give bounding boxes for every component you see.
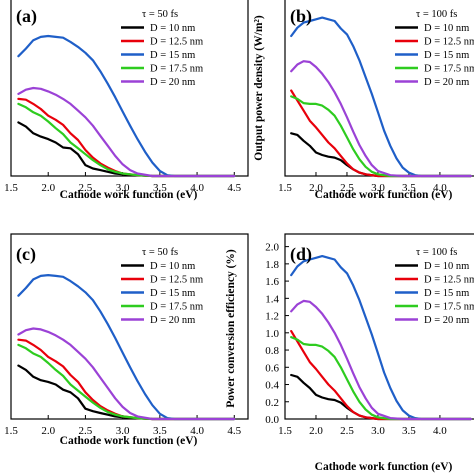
x-tick-label: 4.0 [433, 425, 447, 437]
legend-entry: D = 20 nm [150, 77, 195, 88]
legend-entry: D = 15 nm [150, 50, 195, 61]
y-tick-label: 0.2 [265, 397, 279, 409]
y-tick-label: 1.0 [265, 328, 279, 340]
legend-entry: D = 17.5 nm [150, 302, 203, 313]
legend-entry: D = 20 nm [150, 315, 195, 326]
legend-title: τ = 100 fs [416, 247, 457, 258]
x-tick-label: 3.5 [153, 425, 167, 437]
series-line [17, 86, 236, 178]
x-tick-label: 3.5 [153, 182, 167, 194]
y-tick-label: 0.6 [265, 362, 279, 374]
panel-label: (d) [290, 244, 312, 265]
legend-entry: D = 15 nm [150, 288, 195, 299]
plot-frame [10, 0, 249, 177]
legend-entry: D = 15 nm [424, 288, 469, 299]
y-tick-label: 0.0 [265, 414, 279, 426]
series-line [290, 299, 472, 421]
x-tick-label: 2.0 [309, 425, 323, 437]
x-tick-label: 1.5 [4, 182, 18, 194]
legend-entry: D = 17.5 nm [424, 302, 474, 313]
chart-panel-d: 1.5 2.0 2.5 3.0 3.5 4.0 0.0 0.2 0.4 0.6 0.8 1.0 1.2 1… [225, 233, 474, 473]
legend-title: τ = 50 fs [142, 247, 178, 258]
x-tick-label: 4.0 [190, 182, 204, 194]
series-line [290, 95, 472, 178]
panel-label: (b) [290, 6, 312, 27]
y-tick-label: 1.2 [265, 311, 279, 323]
y-tick-label: 1.8 [265, 259, 279, 271]
series-line [17, 97, 236, 178]
x-tick-label: 3.0 [371, 425, 385, 437]
x-tick-label: 4.0 [433, 182, 447, 194]
series-line [290, 60, 472, 178]
x-tick-label: 3.5 [402, 425, 416, 437]
x-tick-label: 3.5 [402, 182, 416, 194]
y-tick-label: 1.6 [265, 276, 279, 288]
x-tick-label: 4.0 [190, 425, 204, 437]
legend-entry: D = 17.5 nm [424, 64, 474, 75]
x-tick-label: 2.5 [340, 182, 354, 194]
x-tick-label: 4.5 [227, 182, 241, 194]
x-tick-label: 2.0 [41, 182, 55, 194]
series-line [290, 89, 472, 178]
x-axis-label: Cathode work function (eV) [315, 461, 453, 473]
x-axis-label: Cathode work function (eV) [60, 189, 198, 201]
y-axis-label: Output power density (W/m²) [253, 15, 265, 161]
legend-entry: D = 10 nm [424, 23, 469, 34]
y-tick-label: 2.0 [265, 242, 279, 254]
plot-frame [10, 233, 249, 420]
series-line [17, 274, 236, 421]
legend-entry: D = 15 nm [424, 50, 469, 61]
series-line [290, 132, 472, 178]
x-tick-label: 2.5 [79, 182, 93, 194]
legend-entry: D = 12.5 nm [150, 275, 203, 286]
y-tick-label: 1.4 [265, 293, 279, 305]
x-tick-label: 3.0 [116, 425, 130, 437]
legend-entry: D = 10 nm [150, 261, 195, 272]
legend-entry: D = 20 nm [424, 315, 469, 326]
panel-label: (c) [16, 244, 36, 265]
legend-entry: D = 20 nm [424, 77, 469, 88]
legend-entry: D = 10 nm [424, 261, 469, 272]
y-tick-label: 0.4 [265, 380, 279, 392]
x-tick-label: 2.0 [309, 182, 323, 194]
x-axis-label: Cathode work function (eV) [315, 189, 453, 201]
x-tick-label: 1.5 [278, 425, 292, 437]
x-axis-label: Cathode work function (eV) [60, 435, 198, 447]
y-axis-label: Power conversion efficiency (%) [225, 249, 237, 408]
x-tick-label: 2.0 [41, 425, 55, 437]
legend-entry: D = 12.5 nm [424, 275, 474, 286]
panel-label: (a) [16, 6, 37, 27]
x-tick-label: 2.5 [79, 425, 93, 437]
series-line [290, 330, 472, 421]
legend-entry: D = 10 nm [150, 23, 195, 34]
chart-panel-a: 1.5 2.0 2.5 3.0 3.5 4.0 4.5 Cathode work functi… [4, 0, 249, 201]
series-line [17, 327, 236, 421]
legend-title: τ = 100 fs [416, 9, 457, 20]
x-tick-label: 1.5 [4, 425, 18, 437]
x-tick-label: 3.0 [116, 182, 130, 194]
x-tick-label: 4.5 [227, 425, 241, 437]
series-line [290, 373, 472, 421]
legend-entry: D = 17.5 nm [150, 64, 203, 75]
x-tick-label: 3.0 [371, 182, 385, 194]
series-line [290, 336, 472, 421]
x-tick-label: 1.5 [278, 182, 292, 194]
x-tick-label: 2.5 [340, 425, 354, 437]
legend-entry: D = 12.5 nm [150, 37, 203, 48]
legend-entry: D = 12.5 nm [424, 37, 474, 48]
y-tick-label: 0.8 [265, 345, 279, 357]
chart-panel-c: 1.5 2.0 2.5 3.0 3.5 4.0 4.5 Cathode work functi… [4, 233, 249, 447]
series-line [17, 338, 236, 421]
series-line [17, 34, 236, 178]
legend-title: τ = 50 fs [142, 9, 178, 20]
